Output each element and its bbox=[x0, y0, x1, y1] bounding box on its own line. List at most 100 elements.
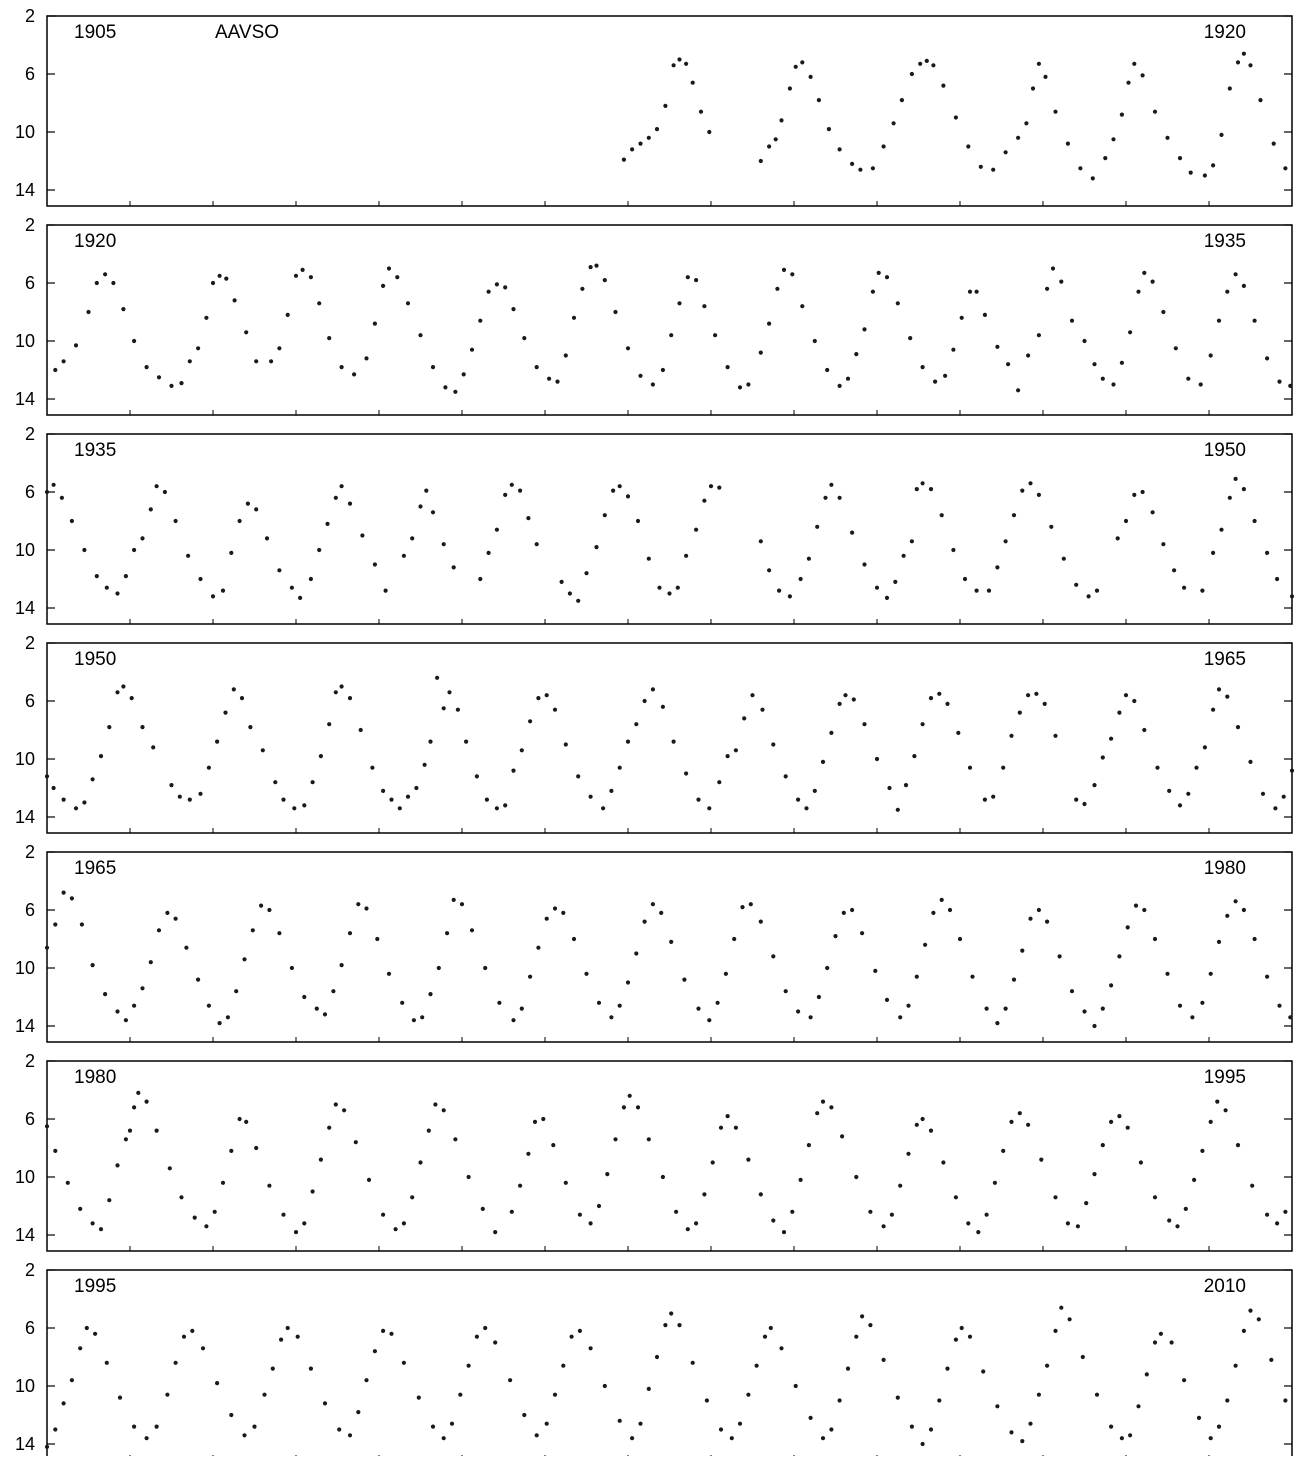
data-point bbox=[1117, 710, 1122, 715]
data-point bbox=[825, 965, 830, 971]
data-point bbox=[53, 367, 58, 373]
data-point bbox=[248, 725, 253, 730]
data-point bbox=[754, 1363, 759, 1368]
panel-start-year: 1950 bbox=[74, 649, 116, 670]
data-point bbox=[646, 556, 651, 561]
data-point bbox=[352, 372, 357, 377]
data-point bbox=[976, 1230, 981, 1235]
data-point bbox=[924, 58, 929, 64]
data-point bbox=[267, 1183, 272, 1188]
data-point bbox=[790, 272, 795, 277]
data-point bbox=[617, 1418, 622, 1423]
data-point bbox=[638, 141, 643, 146]
data-point bbox=[790, 1209, 795, 1214]
data-point bbox=[1169, 1340, 1174, 1345]
data-point bbox=[223, 710, 228, 715]
data-point bbox=[1115, 536, 1120, 541]
data-point bbox=[115, 690, 120, 695]
data-point bbox=[1069, 989, 1075, 994]
data-point bbox=[1165, 971, 1170, 976]
data-point bbox=[1260, 791, 1266, 796]
data-point bbox=[61, 797, 66, 802]
data-point bbox=[1265, 356, 1270, 361]
data-point bbox=[1233, 1363, 1238, 1368]
data-point bbox=[677, 57, 682, 62]
data-point bbox=[140, 725, 145, 730]
data-point bbox=[212, 1209, 217, 1214]
data-point bbox=[318, 1157, 323, 1162]
data-point bbox=[959, 315, 964, 320]
data-point bbox=[1155, 765, 1160, 770]
data-point bbox=[609, 1015, 614, 1020]
data-point bbox=[783, 774, 788, 779]
data-point bbox=[451, 565, 456, 570]
data-point bbox=[779, 1346, 784, 1351]
data-point bbox=[254, 359, 259, 364]
data-point bbox=[401, 1221, 406, 1226]
data-point bbox=[44, 1124, 50, 1129]
data-point bbox=[1275, 1221, 1280, 1226]
data-point bbox=[1265, 550, 1270, 556]
data-point bbox=[561, 910, 566, 916]
data-point bbox=[1138, 1160, 1143, 1165]
data-point bbox=[808, 1415, 813, 1420]
data-point bbox=[375, 936, 380, 942]
data-point bbox=[418, 333, 423, 338]
data-point bbox=[144, 1436, 149, 1441]
data-point bbox=[1090, 176, 1095, 181]
data-point bbox=[484, 797, 489, 802]
data-point bbox=[941, 1160, 946, 1165]
panel-1920-1935: 2 6 10 14 1920 1935 bbox=[15, 215, 1293, 416]
data-point bbox=[563, 742, 568, 747]
data-point bbox=[860, 1314, 865, 1319]
data-point bbox=[295, 1334, 300, 1339]
data-point bbox=[317, 301, 322, 306]
y-tick-label: 10 bbox=[15, 331, 35, 351]
data-point bbox=[401, 1360, 406, 1365]
data-point bbox=[962, 576, 968, 582]
data-point bbox=[806, 556, 812, 561]
data-point bbox=[1053, 109, 1058, 114]
data-point bbox=[381, 283, 386, 288]
data-point bbox=[675, 585, 680, 590]
panel-frame bbox=[46, 851, 1293, 1043]
data-point bbox=[1202, 173, 1207, 178]
data-point bbox=[704, 1398, 710, 1403]
data-point bbox=[1258, 98, 1263, 103]
data-point bbox=[140, 536, 145, 541]
y-tick-label: 14 bbox=[15, 180, 35, 200]
data-point bbox=[107, 725, 112, 730]
data-point bbox=[1150, 279, 1155, 284]
data-point bbox=[1265, 1212, 1270, 1217]
source-label: AAVSO bbox=[215, 22, 279, 43]
data-point bbox=[909, 71, 915, 77]
data-point bbox=[634, 951, 639, 956]
data-point bbox=[518, 1183, 523, 1188]
data-point bbox=[580, 286, 585, 291]
data-point bbox=[995, 344, 1000, 349]
data-point bbox=[483, 1325, 488, 1331]
data-point bbox=[358, 727, 363, 733]
data-point bbox=[1092, 1172, 1097, 1177]
data-point bbox=[51, 482, 56, 487]
data-point bbox=[862, 562, 867, 567]
panel-frame bbox=[46, 1060, 1293, 1252]
data-point bbox=[1100, 755, 1105, 760]
data-points bbox=[44, 1305, 1288, 1449]
data-point bbox=[244, 330, 249, 335]
data-point bbox=[393, 1227, 398, 1232]
data-point bbox=[939, 513, 944, 518]
panel-1995-2010: 2 6 10 14 1995 2010 bbox=[15, 1260, 1293, 1461]
data-point bbox=[289, 585, 294, 590]
data-point bbox=[410, 1195, 415, 1200]
data-point bbox=[992, 1180, 998, 1185]
panel-start-year: 1935 bbox=[74, 440, 116, 461]
data-point bbox=[308, 576, 313, 582]
data-point bbox=[843, 693, 848, 698]
data-point bbox=[162, 489, 167, 495]
data-point bbox=[762, 1334, 768, 1339]
data-point bbox=[69, 1378, 74, 1383]
data-point bbox=[978, 164, 983, 169]
data-point bbox=[181, 1334, 187, 1339]
data-point bbox=[725, 1114, 730, 1119]
